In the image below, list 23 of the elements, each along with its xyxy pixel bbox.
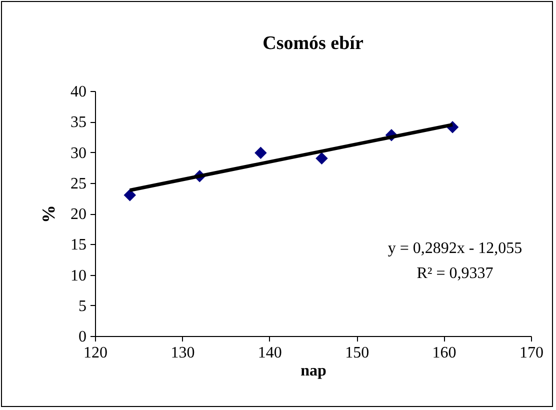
x-tick-label: 150 — [345, 344, 370, 362]
y-axis-title: % — [38, 205, 58, 223]
annotation: R² = 0,9337 — [416, 265, 494, 282]
x-tick-label: 160 — [432, 344, 456, 362]
annotation: y = 0,2892x - 12,055 — [388, 240, 522, 257]
x-axis-title: nap — [300, 362, 326, 380]
x-tick-label: 140 — [258, 344, 282, 362]
y-tick-label: 30 — [70, 144, 86, 162]
y-tick-label: 5 — [78, 298, 86, 315]
chart-title: Csomós ebír — [262, 33, 364, 54]
point — [124, 189, 136, 202]
y-tick-label: 10 — [70, 267, 86, 284]
y-tick-label: 25 — [70, 175, 86, 192]
x-tick-label: 130 — [170, 344, 195, 362]
point — [316, 152, 328, 164]
x-tick-label: 120 — [84, 344, 108, 362]
point — [254, 146, 267, 159]
y-tick-label: 15 — [70, 236, 86, 254]
y-tick-label: 40 — [70, 84, 86, 100]
y-tick-label: 35 — [70, 114, 86, 132]
y-tick-label: 20 — [70, 206, 86, 223]
y-tick-label: 0 — [78, 328, 86, 346]
x-tick-label: 170 — [520, 344, 544, 362]
